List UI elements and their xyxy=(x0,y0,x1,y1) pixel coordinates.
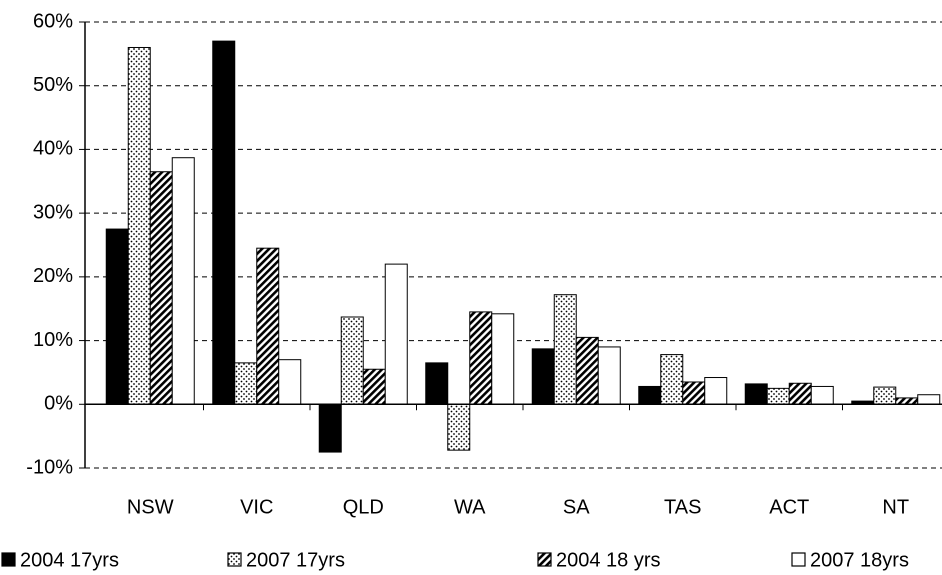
bar xyxy=(469,311,493,405)
x-tick-label: NSW xyxy=(127,496,174,518)
x-tick-label: WA xyxy=(454,496,486,518)
bar xyxy=(212,40,236,405)
x-tick-label: QLD xyxy=(343,496,384,518)
bar xyxy=(682,381,706,405)
bar xyxy=(447,403,471,451)
y-tick-label: 20% xyxy=(33,265,73,287)
bar xyxy=(638,385,662,405)
legend-swatch xyxy=(537,552,552,567)
y-tick-label: 10% xyxy=(33,329,73,351)
x-tick-label: TAS xyxy=(664,496,701,518)
legend-label: 2004 17yrs xyxy=(20,549,119,571)
bar xyxy=(491,313,515,405)
y-tick-label: 40% xyxy=(33,138,73,160)
bar xyxy=(256,247,280,405)
legend-swatch xyxy=(791,552,806,567)
legend-swatch xyxy=(1,552,16,567)
legend-label: 2004 18 yrs xyxy=(556,549,661,571)
legend-label: 2007 18yrs xyxy=(810,549,909,571)
legend-label: 2007 17yrs xyxy=(246,549,345,571)
bar xyxy=(788,382,812,405)
bar xyxy=(340,316,364,405)
bar xyxy=(425,362,449,405)
bar xyxy=(575,336,599,405)
bar xyxy=(895,397,919,405)
bar xyxy=(553,294,577,405)
bar xyxy=(318,403,342,453)
bar xyxy=(810,385,834,405)
bar xyxy=(531,348,555,405)
bar xyxy=(105,228,129,405)
legend-swatch xyxy=(227,552,242,567)
bar xyxy=(597,346,621,405)
bar xyxy=(278,359,302,405)
x-tick-label: ACT xyxy=(769,496,809,518)
x-tick-label: SA xyxy=(563,496,590,518)
bar xyxy=(127,46,151,405)
y-tick-label: -10% xyxy=(26,456,73,478)
y-tick-label: 60% xyxy=(33,10,73,32)
bar xyxy=(744,383,768,405)
y-tick-label: 0% xyxy=(44,393,73,415)
x-tick-label: VIC xyxy=(240,496,273,518)
bar xyxy=(384,263,408,405)
bar xyxy=(766,387,790,405)
bar xyxy=(660,354,684,405)
y-tick-label: 30% xyxy=(33,201,73,223)
bar xyxy=(362,368,386,405)
bar xyxy=(149,171,173,405)
bar xyxy=(704,377,728,405)
y-tick-label: 50% xyxy=(33,74,73,96)
bar xyxy=(171,157,195,405)
bar xyxy=(873,386,897,405)
bar xyxy=(917,394,941,405)
x-tick-label: NT xyxy=(882,496,909,518)
bar xyxy=(234,362,258,405)
